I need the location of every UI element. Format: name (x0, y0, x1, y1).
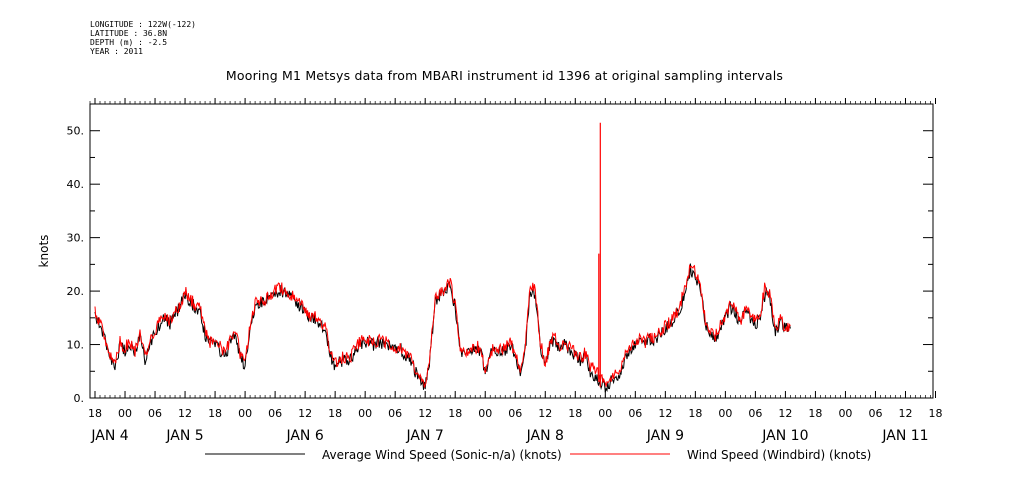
x-hour-label: 06 (148, 407, 162, 420)
metadata-block: LONGITUDE : 122W(-122) LATITUDE : 36.8N … (90, 20, 196, 56)
x-day-label: JAN 6 (285, 428, 323, 444)
x-day-label: JAN 7 (406, 428, 444, 444)
x-hour-label: 18 (208, 407, 222, 420)
x-day-label: JAN 4 (90, 428, 128, 444)
x-hour-label: 12 (178, 407, 192, 420)
x-hour-label: 06 (628, 407, 642, 420)
x-hour-label: 00 (718, 407, 732, 420)
x-hour-label: 18 (929, 407, 943, 420)
y-tick-label: 50. (67, 125, 85, 138)
year-label: YEAR : 2011 (90, 47, 143, 56)
series-layer (94, 122, 791, 393)
x-day-label: JAN 9 (646, 428, 684, 444)
y-tick-label: 20. (67, 285, 85, 298)
x-hour-label: 06 (748, 407, 762, 420)
plot-frame (89, 103, 934, 399)
y-axis-label: knots (37, 235, 51, 268)
x-hour-label: 12 (418, 407, 432, 420)
x-day-label: JAN 5 (165, 428, 203, 444)
x-hour-label: 00 (478, 407, 492, 420)
legend: Average Wind Speed (Sonic-n/a) (knots) Wi… (205, 448, 871, 462)
x-hour-label: 18 (568, 407, 582, 420)
axes-layer: 0. 10. 20. 30. 40. 50. knots 18 00 06 12 18 00 06 12 18… (37, 98, 943, 444)
x-hour-label: 18 (88, 407, 102, 420)
y-tick-label: 0. (74, 392, 85, 405)
y-tick-label: 10. (67, 339, 85, 352)
x-hour-label: 18 (448, 407, 462, 420)
series-line-windbird (94, 263, 791, 388)
y-tick-label: 40. (67, 178, 85, 191)
x-hour-label: 00 (238, 407, 252, 420)
x-hour-label: 00 (838, 407, 852, 420)
legend-label: Average Wind Speed (Sonic-n/a) (knots) (322, 448, 562, 462)
latitude-label: LATITUDE : 36.8N (90, 29, 168, 38)
x-day-label: JAN 11 (881, 428, 928, 444)
chart-title: Mooring M1 Metsys data from MBARI instru… (225, 68, 784, 83)
series-line-sonic (94, 263, 791, 393)
x-hour-label: 00 (118, 407, 132, 420)
x-hour-label: 12 (778, 407, 792, 420)
x-hour-label: 12 (298, 407, 312, 420)
x-hour-label: 12 (658, 407, 672, 420)
x-hour-label: 00 (358, 407, 372, 420)
x-hour-label: 06 (508, 407, 522, 420)
x-day-label: JAN 10 (761, 428, 808, 444)
depth-label: DEPTH (m) : -2.5 (90, 38, 168, 47)
x-hour-label: 06 (868, 407, 882, 420)
x-hour-label: 00 (598, 407, 612, 420)
legend-label: Wind Speed (Windbird) (knots) (687, 448, 871, 462)
x-hour-label: 18 (808, 407, 822, 420)
x-hour-label: 06 (268, 407, 282, 420)
x-hour-label: 12 (898, 407, 912, 420)
x-hour-label: 18 (688, 407, 702, 420)
x-hour-label: 06 (388, 407, 402, 420)
x-hour-label: 18 (328, 407, 342, 420)
x-day-label: JAN 8 (526, 428, 564, 444)
y-tick-label: 30. (67, 232, 85, 245)
longitude-label: LONGITUDE : 122W(-122) (90, 20, 196, 29)
x-hour-label: 12 (538, 407, 552, 420)
